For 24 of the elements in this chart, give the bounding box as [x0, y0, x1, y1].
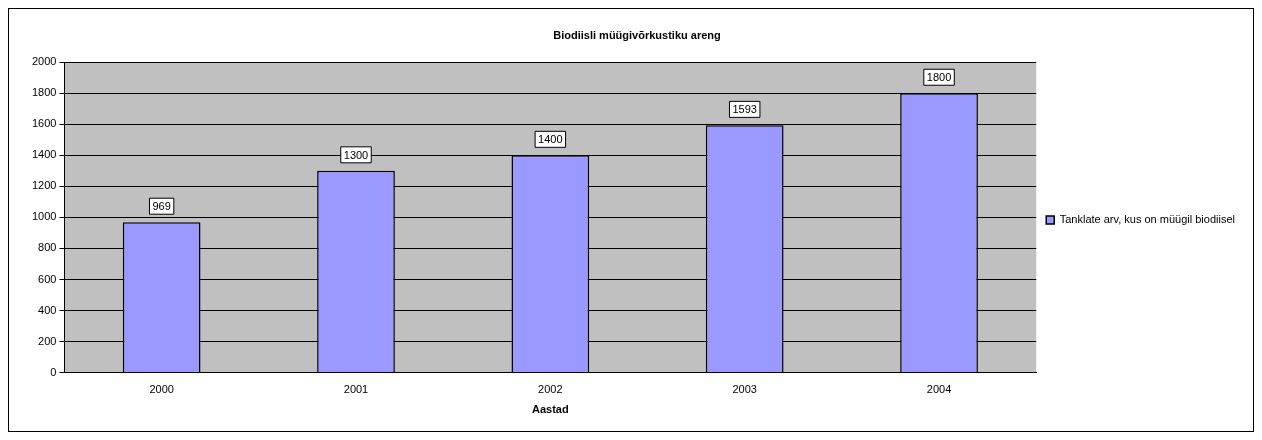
data-label: 1593 [732, 103, 757, 116]
data-label: 1800 [926, 71, 952, 84]
y-tick-label: 1000 [31, 210, 57, 223]
data-label: 969 [152, 200, 171, 213]
y-tick-label: 1200 [31, 179, 57, 192]
data-label: 1400 [538, 133, 563, 146]
y-tick-label: 600 [38, 272, 57, 285]
y-tick-label: 200 [38, 334, 57, 347]
y-tick-label: 1400 [31, 148, 57, 161]
y-tick-label: 400 [38, 303, 57, 316]
y-tick-label: 0 [50, 365, 57, 378]
legend-label: Tanklate arv, kus on müügil biodiisel [1059, 213, 1236, 226]
data-label: 1300 [343, 148, 369, 161]
x-axis-title: Aastad [532, 403, 569, 416]
x-tick-label: 2004 [926, 383, 952, 396]
x-tick-label: 2002 [538, 383, 563, 396]
chart-title: Biodiisli müügivõrkustiku areng [553, 28, 721, 41]
y-tick-label: 800 [38, 241, 57, 254]
x-tick-label: 2000 [149, 383, 174, 396]
x-tick-label: 2003 [732, 383, 757, 396]
y-tick-label: 1800 [31, 86, 57, 99]
x-tick-label: 2001 [343, 383, 369, 396]
y-tick-label: 1600 [31, 117, 57, 130]
y-tick-label: 2000 [31, 55, 57, 68]
